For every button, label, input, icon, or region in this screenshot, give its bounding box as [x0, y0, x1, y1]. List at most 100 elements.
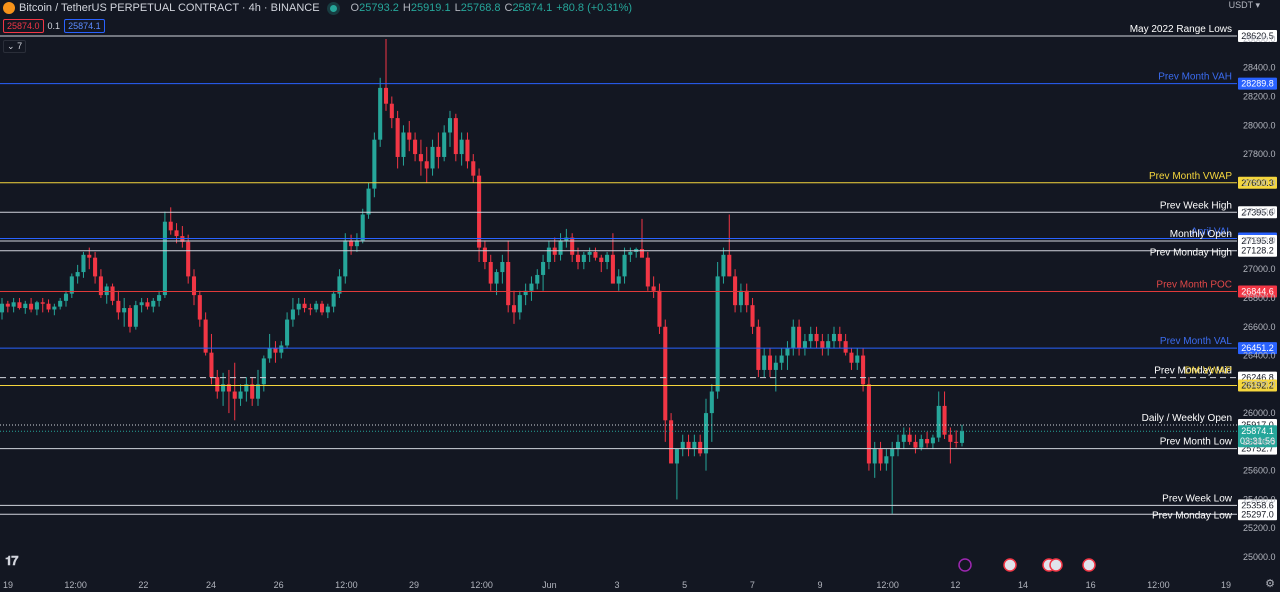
x-tick-label: 22 [138, 580, 148, 590]
candle-body [436, 146, 441, 157]
candle-body [686, 441, 691, 450]
candle-body [494, 272, 499, 284]
indicators-collapse-button[interactable]: ⌄ 7 [3, 40, 27, 53]
candle-body [698, 441, 703, 454]
level-price-label: 26451.2 [1241, 343, 1274, 353]
high-label: H [402, 2, 411, 14]
candle-body [104, 286, 109, 296]
candle-body [302, 303, 307, 309]
candle-body [58, 300, 63, 307]
levels-layer: May 2022 Range Lows 28620.5 Prev Month VAH… [0, 24, 1277, 521]
sell-button[interactable]: 25874.0 [3, 19, 44, 33]
candle-body [366, 188, 371, 215]
x-tick-label: 12:00 [876, 580, 899, 590]
level-price-tag [1238, 235, 1277, 248]
candle-body [319, 303, 325, 313]
candle-body [797, 326, 802, 349]
level-price-label: 25752.7 [1241, 444, 1274, 454]
candle-body [378, 87, 383, 140]
level-price-label: 25297.0 [1241, 509, 1274, 519]
candle-body [471, 161, 476, 176]
chevron-down-icon: ▾ [1252, 0, 1260, 10]
candle-body [849, 352, 854, 363]
y-tick-label: 26800.0 [1243, 293, 1276, 303]
buy-button[interactable]: 25874.1 [64, 19, 105, 33]
candle-body [221, 384, 226, 392]
candle-body [622, 254, 627, 277]
spread-value: 0.1 [47, 21, 61, 31]
level-price-label: 27600.3 [1241, 178, 1274, 188]
y-tick-label: 28400.0 [1243, 63, 1276, 73]
level-label: Daily / Weekly Open [1142, 413, 1232, 424]
symbol-title[interactable]: Bitcoin / TetherUS PERPETUAL CONTRACT · … [19, 2, 320, 14]
candle-body [884, 456, 889, 464]
x-tick-label: 9 [817, 580, 822, 590]
candle-body [959, 431, 965, 443]
bitcoin-coin-icon [3, 2, 15, 14]
candle-body [948, 434, 953, 442]
candle-body [523, 290, 528, 296]
level-price-label: 26844.6 [1241, 287, 1274, 297]
x-tick-label: 12:00 [64, 580, 87, 590]
candles-layer [0, 38, 965, 514]
candle-body [506, 261, 511, 306]
time-axis: 19 12:00 22 24 26 12:00 29 12:00 Jun 3 5 7 9 12:00 12 1… [3, 580, 1231, 590]
level-label: Prev Month VWAP [1149, 171, 1232, 182]
candle-body [639, 249, 645, 258]
lightning-event-icon[interactable] [958, 558, 972, 572]
candle-body [139, 302, 144, 306]
chevron-down-icon: ⌄ [7, 41, 15, 51]
candle-body [244, 384, 249, 392]
candle-body [826, 341, 831, 349]
candle-body [349, 240, 354, 247]
candle-body [191, 276, 197, 296]
candle-body [733, 276, 738, 306]
candle-body [680, 441, 685, 450]
candle-body [52, 306, 57, 310]
x-tick-label: 12:00 [335, 580, 358, 590]
market-open-indicator-icon [329, 4, 337, 12]
candle-body [413, 139, 418, 155]
price-axis: 25000.0 25200.0 25400.0 25600.0 25800.0 26000… [1243, 34, 1276, 562]
candle-body [343, 240, 348, 277]
candle-body [954, 441, 959, 443]
candle-body [255, 384, 261, 399]
candle-body [674, 449, 679, 464]
level-label: Prev Monday Mid [1154, 366, 1232, 377]
candle-body [308, 308, 313, 310]
x-tick-label: 29 [409, 580, 419, 590]
candle-body [802, 341, 807, 349]
y-tick-label: 28600.0 [1243, 34, 1276, 44]
level-label: Prev Week High [1160, 200, 1232, 211]
candle-body [890, 449, 895, 457]
candle-body [529, 283, 534, 291]
candle-body [75, 272, 80, 277]
x-tick-label: 7 [750, 580, 755, 590]
level-label: DM VWAP [1185, 365, 1233, 376]
candle-body [226, 384, 231, 392]
candle-body [285, 319, 290, 346]
chart-header: Bitcoin / TetherUS PERPETUAL CONTRACT · … [0, 0, 632, 16]
candle-body [541, 261, 546, 275]
gear-icon[interactable]: ⚙ [1265, 578, 1275, 590]
us-flag-event-icon[interactable] [1082, 558, 1096, 572]
us-flag-event-icon[interactable] [1049, 558, 1063, 572]
us-flag-event-icon[interactable] [1003, 558, 1017, 572]
candle-body [837, 333, 842, 342]
candle-body [913, 441, 918, 448]
x-tick-label: 16 [1086, 580, 1096, 590]
candle-body [465, 139, 470, 162]
candle-body [325, 306, 330, 313]
candle-body [605, 254, 610, 262]
low-label: L [454, 2, 461, 14]
currency-selector[interactable]: USDT ▾ [1229, 0, 1260, 11]
candle-body [628, 251, 633, 255]
candle-body [447, 118, 453, 133]
candle-body [831, 333, 837, 342]
candle-body [727, 254, 732, 277]
candle-body [814, 333, 819, 342]
bid-ask-panel: 25874.0 0.1 25874.1 [3, 19, 105, 33]
candle-body [709, 391, 714, 414]
candle-body [925, 438, 930, 444]
